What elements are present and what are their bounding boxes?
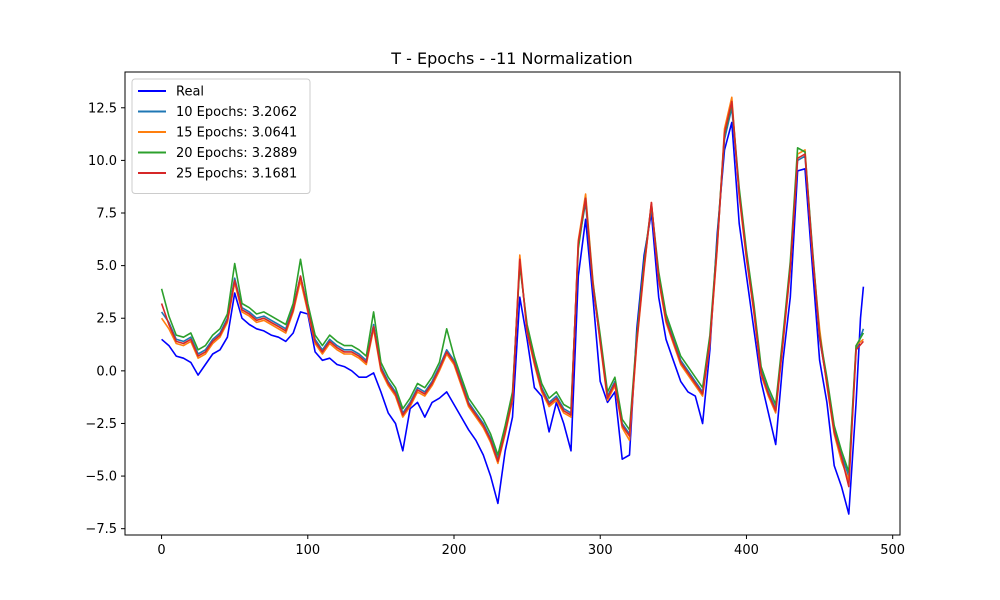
y-tick-label: −7.5 bbox=[85, 522, 117, 537]
y-tick-label: 10.0 bbox=[88, 154, 117, 169]
legend-box bbox=[131, 78, 311, 194]
y-tick-label: −2.5 bbox=[85, 417, 117, 432]
x-tick-label: 0 bbox=[157, 543, 165, 558]
legend-label: 20 Epochs: 3.2889 bbox=[176, 146, 297, 161]
legend-label: Real bbox=[176, 85, 204, 100]
x-tick-label: 100 bbox=[295, 543, 320, 558]
x-tick-label: 500 bbox=[880, 543, 905, 558]
y-tick-label: 7.5 bbox=[96, 207, 117, 222]
series-line-0 bbox=[161, 121, 865, 515]
y-tick-label: 5.0 bbox=[96, 259, 117, 274]
series-line-4 bbox=[160, 100, 865, 488]
chart-title: T - Epochs - -11 Normalization bbox=[390, 49, 632, 68]
legend-label: 15 Epochs: 3.0641 bbox=[176, 126, 297, 141]
legend-label: 25 Epochs: 3.1681 bbox=[176, 167, 297, 182]
y-tick-label: 2.5 bbox=[96, 312, 117, 327]
series-layer bbox=[160, 96, 865, 515]
plot-frame bbox=[124, 71, 901, 536]
y-axis: −7.5 −5.0 −2.5 0.0 2.5 5.0 7.5 10.0 12.5 bbox=[85, 101, 125, 537]
x-tick-label: 200 bbox=[442, 543, 467, 558]
x-tick-label: 300 bbox=[588, 543, 613, 558]
y-tick-label: 12.5 bbox=[88, 101, 117, 116]
x-tick-label: 400 bbox=[734, 543, 759, 558]
x-axis: 0 100 200 300 400 500 bbox=[157, 535, 905, 558]
y-tick-label: 0.0 bbox=[96, 364, 117, 379]
y-tick-label: −5.0 bbox=[85, 470, 117, 485]
legend: Real 10 Epochs: 3.2062 15 Epochs: 3.0641 20… bbox=[131, 78, 311, 194]
legend-label: 10 Epochs: 3.2062 bbox=[176, 105, 297, 120]
